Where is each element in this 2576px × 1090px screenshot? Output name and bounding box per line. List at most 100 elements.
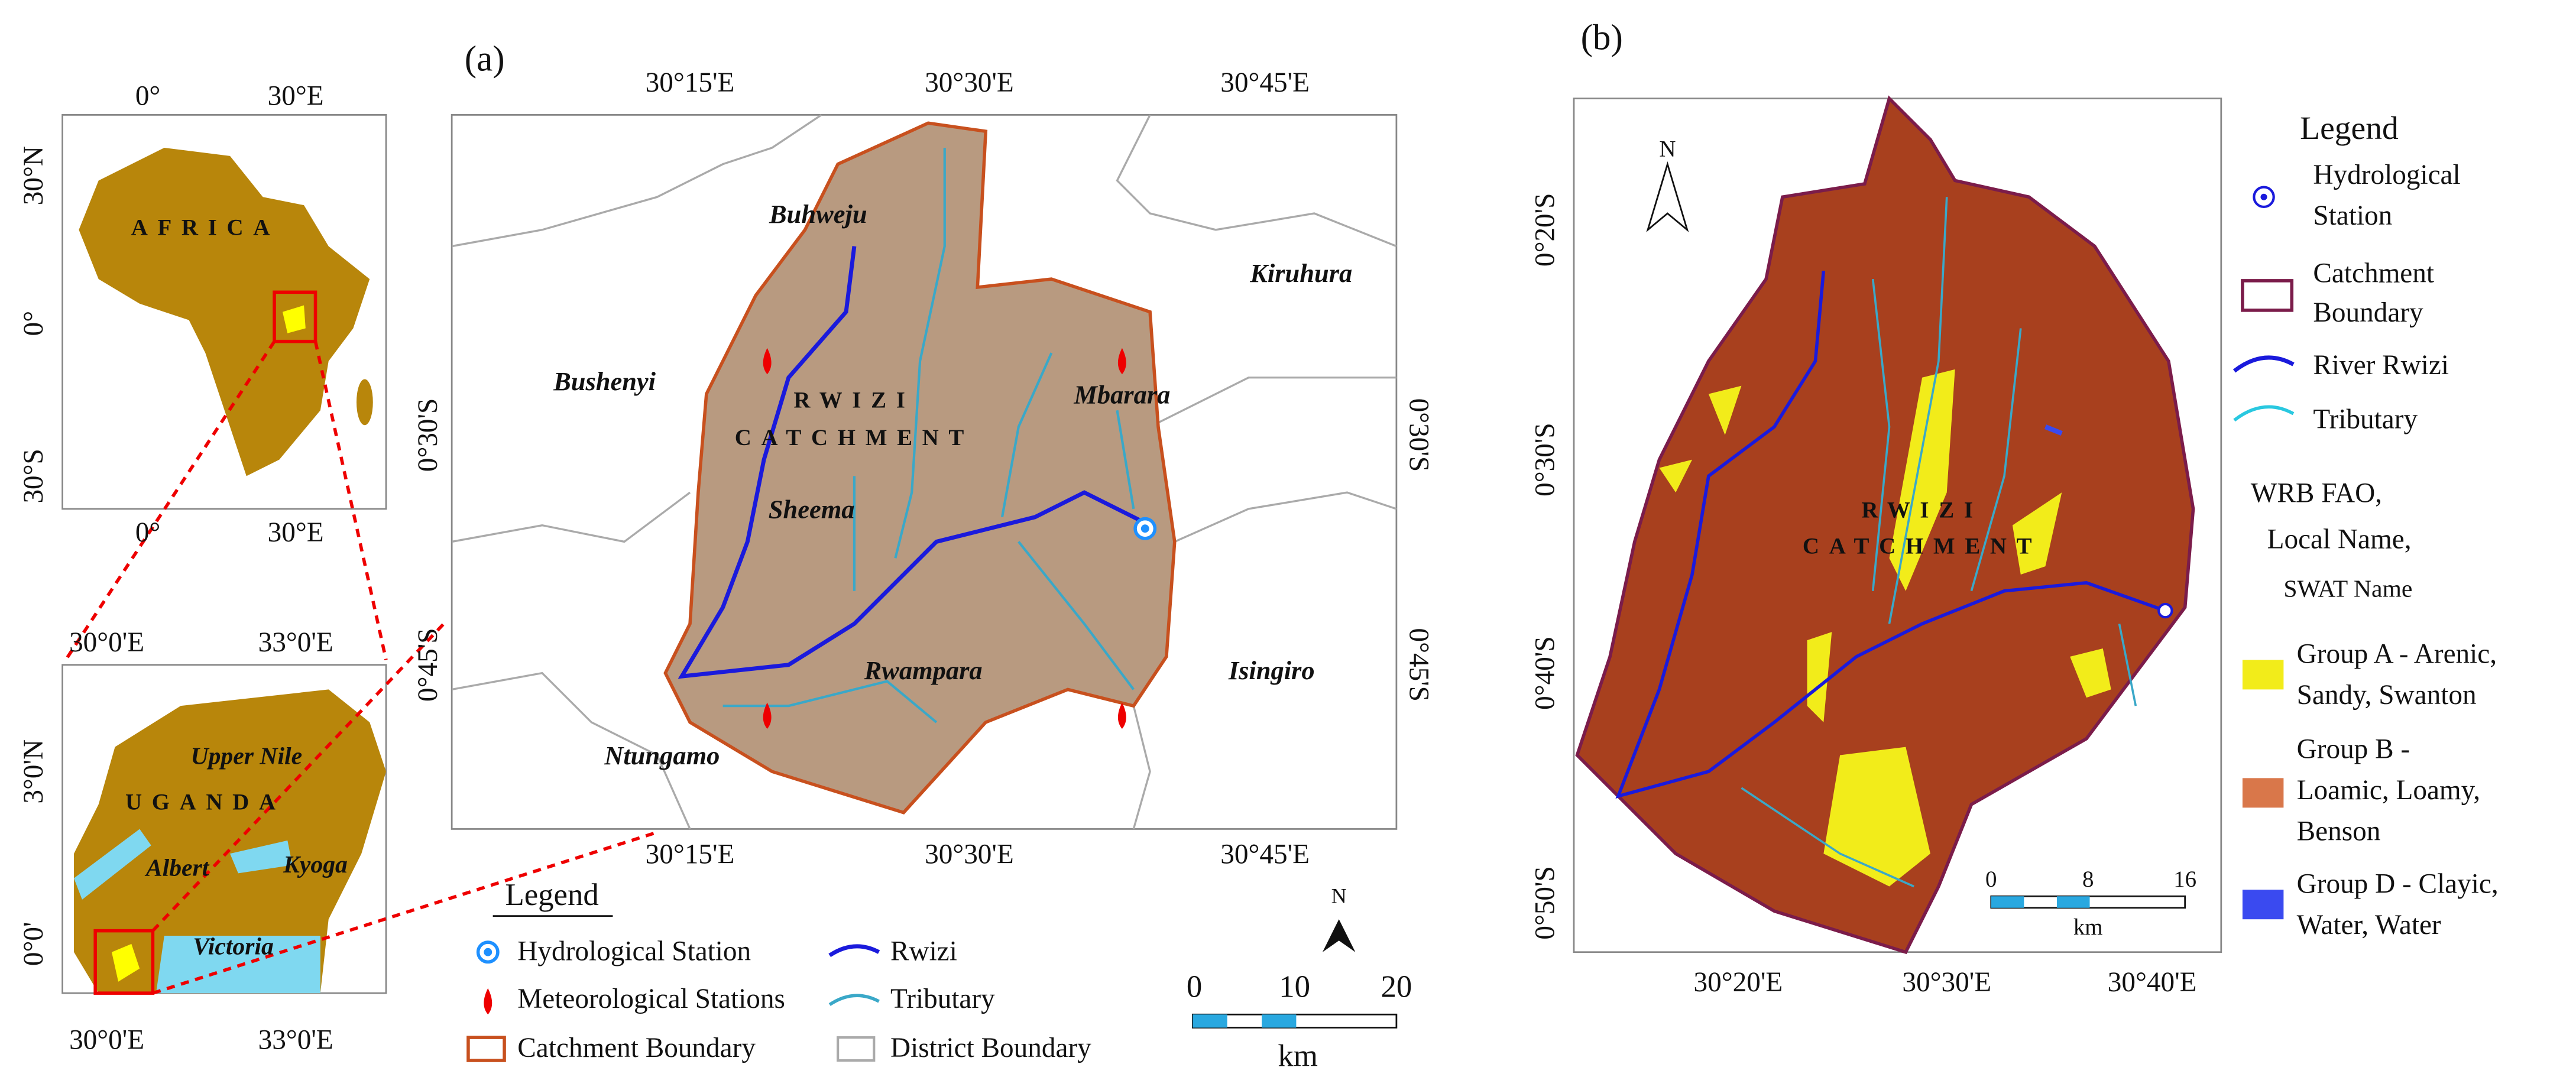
tick-label: 30°15'E [646,839,735,870]
place-label: Albert [144,854,210,881]
tick-label: 30°45'E [1220,67,1310,98]
legend-rwizi-icon [828,944,880,958]
scale-tick: 0 [1985,867,1997,892]
africa-land [79,147,370,476]
district-label: Bushenyi [553,366,656,396]
scale-tick: 0 [1187,970,1202,1004]
north-arrow-a [1322,919,1356,952]
continent-label: AFRICA [131,215,280,241]
soil-group-d [2044,424,2063,436]
panel-label: (a) [465,40,505,79]
river-rwizi [678,246,1151,679]
district-label: Kiruhura [1249,258,1352,288]
legend-item: Group D - Clayic, [2297,868,2499,899]
legend-district-icon [837,1036,876,1062]
tick-label: 0°45'S [413,628,443,702]
tick-label: 33°0'E [258,627,333,658]
legend-item: Group A - Arenic, [2297,639,2497,670]
tick-label: 3°0'N [18,739,49,804]
zoom-lines [64,340,658,995]
legend-b-tributary-icon [2233,405,2295,422]
country-label: UGANDA [125,790,286,815]
met-stations [763,348,1126,729]
legend-item: Hydrological [2313,160,2460,190]
legend-item: Water, Water [2297,910,2441,940]
scale-tick: 16 [2173,867,2196,892]
hydro-station-dot [1140,524,1149,533]
tick-label: 0°45'S [1403,628,1434,702]
legend-b-group-d [2242,890,2284,920]
lake-albert [74,829,151,900]
legend-subtitle: SWAT Name [2283,575,2412,602]
river-b [1615,270,2166,799]
district-label: Isingiro [1228,656,1315,685]
catchment-a [663,121,1177,815]
tick-label: 30°40'E [2108,967,2197,998]
district-label: Buhweju [769,199,867,229]
tick-label: 0°40'S [1530,636,1560,709]
tick-label: 30°E [268,80,324,111]
tick-label: 30°S [18,449,49,503]
scale-tick: 8 [2082,867,2094,892]
place-label: Upper Nile [190,743,302,770]
hydro-station-b [2157,602,2173,619]
district-label: Rwampara [864,656,983,685]
catchment-label: RWIZI [793,387,915,413]
tick-label: 0°30'S [1530,423,1560,496]
north-arrow-b [1646,161,1689,232]
catchment-label: RWIZI [1861,497,1982,523]
tick-label: 33°0'E [258,1024,333,1055]
scale-unit: km [1278,1039,1317,1073]
legend-item: District Boundary [890,1033,1091,1063]
legend-met-icon [484,988,492,1015]
tick-label: 30°15'E [646,67,735,98]
tick-label: 30°30'E [925,839,1014,870]
north-label: N [1331,884,1347,907]
legend-item: Hydrological Station [517,936,751,966]
north-label: N [1659,136,1676,161]
tick-label: 0°20'S [1530,193,1560,267]
legend-b-boundary-icon [2241,279,2294,312]
tick-label: 0°30'S [1403,398,1434,472]
legend-item: Loamic, Loamy, [2297,775,2480,806]
madagascar [356,379,373,426]
tick-label: 30°0'E [69,627,144,658]
legend-item: Tributary [890,984,995,1014]
tick-label: 0° [135,80,161,111]
legend-catchment-icon [466,1036,506,1062]
place-label: Kyoga [283,851,348,878]
tick-label: 30°0'E [69,1024,144,1055]
legend-item: Meteorological Stations [517,984,785,1014]
district-label: Sheema [769,495,855,524]
legend-item: Group B - [2297,734,2410,765]
legend-b-station-dot [2260,193,2267,200]
district-label: Mbarara [1073,379,1170,409]
catchment-shape [111,943,140,982]
legend-item: Rwizi [890,936,957,966]
legend-item: Boundary [2313,297,2423,328]
legend-title: Legend [2300,110,2399,147]
tick-label: 30°E [268,517,324,548]
legend-b-group-a [2242,660,2284,690]
tributaries-b [1741,197,2137,888]
legend-item: Sandy, Swanton [2297,680,2477,711]
legend-item: Benson [2297,816,2381,847]
legend-item: Station [2313,200,2392,231]
legend-item: Catchment [2313,258,2434,288]
legend-subtitle: WRB FAO, [2251,478,2382,509]
legend-subtitle: Local Name, [2267,524,2412,554]
tick-label: 30°20'E [1694,967,1783,998]
catchment-label: CATCHMENT [735,425,974,450]
catchment-b [1575,95,2195,955]
tributaries [722,147,1135,724]
catchment-label: CATCHMENT [1803,533,2042,559]
tick-label: 0° [18,311,49,336]
legend-b-river-icon [2232,355,2295,373]
legend-item: River Rwizi [2313,350,2449,381]
tick-label: 30°30'E [1902,967,1991,998]
tick-label: 30°45'E [1220,839,1310,870]
lake-kyoga [230,840,293,874]
legend-tributary-icon [828,994,880,1006]
